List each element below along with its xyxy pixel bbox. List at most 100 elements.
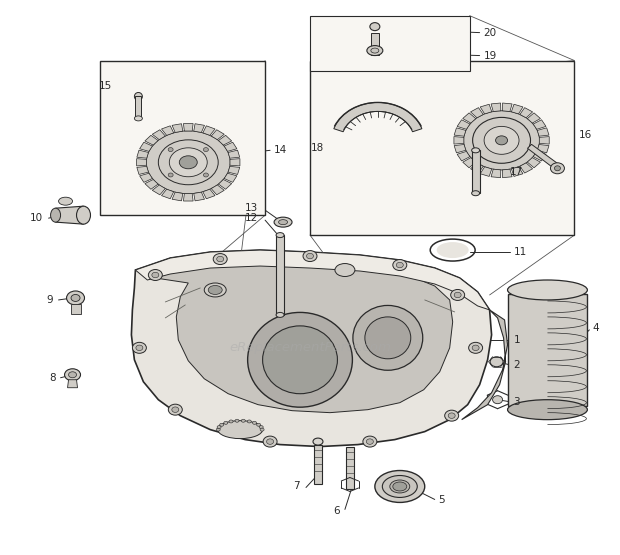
Polygon shape — [161, 126, 174, 135]
Ellipse shape — [313, 438, 323, 445]
Polygon shape — [454, 144, 466, 153]
Polygon shape — [230, 159, 240, 166]
Ellipse shape — [158, 140, 218, 185]
Ellipse shape — [472, 118, 531, 163]
Ellipse shape — [66, 291, 84, 305]
Text: 1: 1 — [513, 335, 520, 345]
Polygon shape — [224, 142, 237, 152]
Ellipse shape — [257, 423, 260, 426]
Polygon shape — [310, 16, 469, 70]
Ellipse shape — [393, 260, 407, 270]
Ellipse shape — [276, 312, 284, 317]
Polygon shape — [172, 124, 183, 133]
Ellipse shape — [383, 476, 417, 497]
Polygon shape — [457, 152, 470, 161]
Polygon shape — [457, 120, 470, 129]
Ellipse shape — [393, 482, 407, 491]
Polygon shape — [454, 137, 464, 144]
Polygon shape — [135, 250, 490, 310]
Polygon shape — [539, 137, 549, 144]
Ellipse shape — [219, 423, 224, 426]
Polygon shape — [145, 135, 158, 145]
Polygon shape — [527, 158, 541, 168]
Text: eReplacementParts.com: eReplacementParts.com — [229, 341, 391, 354]
Text: 10: 10 — [30, 213, 43, 223]
Polygon shape — [520, 163, 533, 173]
Ellipse shape — [495, 136, 508, 145]
Polygon shape — [172, 192, 183, 201]
Polygon shape — [346, 447, 354, 490]
Ellipse shape — [267, 439, 273, 445]
Polygon shape — [512, 104, 523, 114]
Polygon shape — [161, 189, 174, 199]
Polygon shape — [193, 124, 205, 133]
Ellipse shape — [469, 342, 482, 354]
Ellipse shape — [252, 421, 257, 425]
Polygon shape — [56, 206, 84, 224]
Polygon shape — [136, 159, 146, 166]
Ellipse shape — [451, 290, 464, 300]
Ellipse shape — [148, 270, 162, 280]
Text: 17: 17 — [510, 167, 523, 177]
Ellipse shape — [247, 420, 251, 423]
Polygon shape — [203, 126, 215, 135]
Ellipse shape — [229, 420, 233, 423]
Ellipse shape — [445, 410, 459, 421]
Ellipse shape — [260, 428, 264, 431]
Ellipse shape — [365, 317, 411, 359]
Polygon shape — [211, 130, 224, 140]
Ellipse shape — [241, 419, 246, 422]
Polygon shape — [528, 144, 562, 170]
Polygon shape — [218, 135, 232, 145]
Ellipse shape — [464, 111, 539, 170]
Ellipse shape — [217, 256, 224, 262]
Ellipse shape — [472, 191, 480, 196]
Polygon shape — [228, 166, 240, 174]
Ellipse shape — [472, 148, 480, 153]
Polygon shape — [512, 167, 523, 176]
Polygon shape — [145, 179, 158, 189]
Polygon shape — [371, 33, 379, 54]
Ellipse shape — [335, 264, 355, 276]
Ellipse shape — [508, 400, 587, 420]
Ellipse shape — [306, 253, 314, 259]
Ellipse shape — [303, 250, 317, 261]
Polygon shape — [463, 113, 476, 123]
Text: 5: 5 — [438, 496, 445, 506]
Polygon shape — [472, 150, 480, 193]
Ellipse shape — [216, 428, 220, 431]
Polygon shape — [538, 128, 549, 136]
Ellipse shape — [69, 372, 76, 378]
Ellipse shape — [263, 436, 277, 447]
Polygon shape — [71, 304, 81, 314]
Ellipse shape — [168, 173, 173, 177]
Polygon shape — [471, 163, 483, 173]
Polygon shape — [153, 130, 166, 140]
Polygon shape — [334, 103, 422, 132]
Ellipse shape — [76, 206, 91, 224]
Ellipse shape — [551, 163, 564, 174]
Polygon shape — [184, 124, 193, 131]
Polygon shape — [156, 260, 453, 413]
Text: 19: 19 — [484, 51, 497, 60]
Polygon shape — [140, 142, 153, 152]
Polygon shape — [100, 60, 265, 215]
Ellipse shape — [490, 357, 503, 367]
Ellipse shape — [353, 305, 423, 370]
Text: 12: 12 — [245, 213, 258, 223]
Polygon shape — [203, 189, 215, 199]
Ellipse shape — [203, 173, 208, 177]
Ellipse shape — [454, 292, 461, 297]
Text: 7: 7 — [293, 482, 300, 492]
Ellipse shape — [208, 285, 222, 295]
Polygon shape — [68, 380, 78, 388]
Ellipse shape — [135, 93, 143, 100]
Text: 8: 8 — [49, 373, 56, 383]
Ellipse shape — [64, 369, 81, 381]
Ellipse shape — [375, 471, 425, 502]
Polygon shape — [533, 152, 546, 161]
Text: 11: 11 — [513, 247, 527, 257]
Ellipse shape — [235, 419, 239, 422]
Polygon shape — [480, 104, 492, 114]
Ellipse shape — [203, 148, 208, 152]
